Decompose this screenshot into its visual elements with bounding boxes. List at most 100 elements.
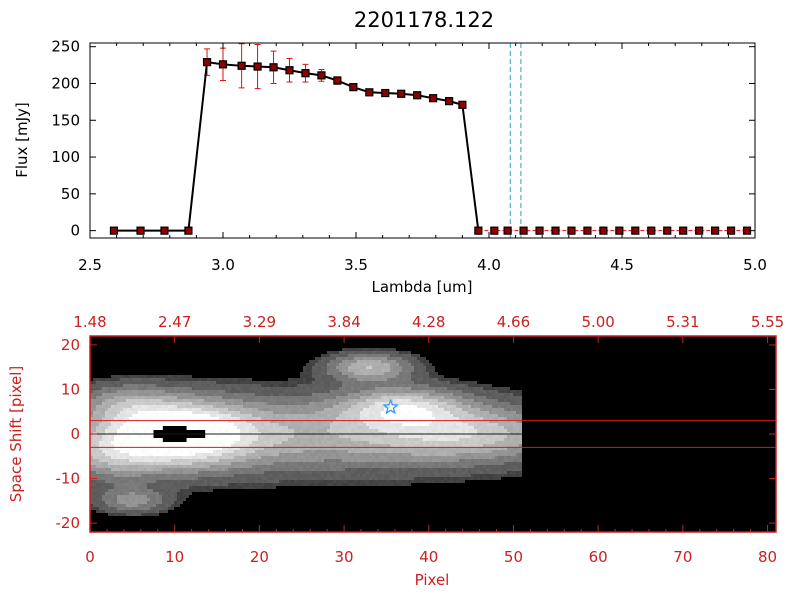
image-pixel xyxy=(393,429,396,432)
image-pixel xyxy=(366,381,369,384)
image-pixel xyxy=(474,447,477,450)
image-pixel xyxy=(489,441,492,444)
image-pixel xyxy=(288,402,291,405)
image-pixel xyxy=(492,459,495,462)
image-pixel xyxy=(285,435,288,438)
image-pixel xyxy=(165,462,168,465)
image-pixel xyxy=(417,438,420,441)
image-pixel xyxy=(339,354,342,357)
image-pixel xyxy=(129,438,132,441)
image-pixel xyxy=(108,390,111,393)
image-pixel xyxy=(480,387,483,390)
image-pixel xyxy=(198,444,201,447)
image-pixel xyxy=(276,393,279,396)
image-pixel xyxy=(90,441,93,444)
image-pixel xyxy=(378,459,381,462)
image-pixel xyxy=(273,468,276,471)
image-pixel xyxy=(330,426,333,429)
image-pixel xyxy=(165,411,168,414)
image-pixel xyxy=(399,396,402,399)
image-pixel xyxy=(459,387,462,390)
image-pixel xyxy=(474,429,477,432)
image-pixel xyxy=(168,459,171,462)
image-pixel xyxy=(207,390,210,393)
image-pixel xyxy=(162,408,165,411)
image-pixel xyxy=(471,390,474,393)
image-pixel xyxy=(303,423,306,426)
image-pixel xyxy=(384,396,387,399)
image-pixel xyxy=(450,447,453,450)
image-pixel xyxy=(447,447,450,450)
image-pixel xyxy=(273,465,276,468)
image-pixel xyxy=(384,363,387,366)
image-pixel xyxy=(105,465,108,468)
image-pixel xyxy=(450,384,453,387)
image-pixel xyxy=(435,465,438,468)
image-pixel xyxy=(435,384,438,387)
image-pixel xyxy=(141,384,144,387)
image-pixel xyxy=(180,378,183,381)
image-pixel xyxy=(156,390,159,393)
image-pixel xyxy=(414,423,417,426)
image-pixel xyxy=(381,369,384,372)
image-pixel xyxy=(144,450,147,453)
image-pixel xyxy=(285,402,288,405)
image-pixel xyxy=(381,390,384,393)
image-pixel xyxy=(273,447,276,450)
image-pixel xyxy=(120,423,123,426)
image-pixel xyxy=(270,447,273,450)
image-pixel xyxy=(243,393,246,396)
image-pixel xyxy=(216,438,219,441)
image-pixel xyxy=(195,387,198,390)
image-pixel xyxy=(462,459,465,462)
image-pixel xyxy=(228,384,231,387)
image-pixel xyxy=(300,390,303,393)
image-pixel xyxy=(231,381,234,384)
image-pixel xyxy=(483,468,486,471)
image-pixel xyxy=(417,453,420,456)
image-pixel xyxy=(339,360,342,363)
image-pixel xyxy=(264,462,267,465)
image-pixel xyxy=(507,399,510,402)
image-pixel xyxy=(501,408,504,411)
image-pixel xyxy=(363,408,366,411)
image-pixel xyxy=(453,426,456,429)
image-pixel xyxy=(252,402,255,405)
image-pixel xyxy=(480,420,483,423)
image-pixel xyxy=(312,399,315,402)
image-pixel xyxy=(108,408,111,411)
image-pixel xyxy=(495,468,498,471)
image-pixel xyxy=(291,447,294,450)
image-pixel xyxy=(342,378,345,381)
image-pixel xyxy=(120,462,123,465)
image-pixel xyxy=(135,441,138,444)
image-pixel xyxy=(189,411,192,414)
image-pixel xyxy=(141,375,144,378)
image-pixel xyxy=(318,408,321,411)
image-pixel xyxy=(243,378,246,381)
image-pixel xyxy=(483,390,486,393)
image-pixel xyxy=(342,372,345,375)
image-pixel xyxy=(516,447,519,450)
image-pixel xyxy=(507,447,510,450)
image-pixel xyxy=(147,426,150,429)
image-pixel xyxy=(483,465,486,468)
image-pixel xyxy=(234,423,237,426)
image-pixel xyxy=(222,426,225,429)
image-pixel xyxy=(450,399,453,402)
image-pixel xyxy=(195,396,198,399)
image-pixel xyxy=(402,435,405,438)
image-pixel xyxy=(252,453,255,456)
image-pixel xyxy=(159,408,162,411)
image-pixel xyxy=(342,348,345,351)
image-pixel xyxy=(465,417,468,420)
image-pixel xyxy=(306,396,309,399)
image-pixel xyxy=(432,381,435,384)
image-pixel xyxy=(183,462,186,465)
image-pixel xyxy=(150,411,153,414)
image-pixel xyxy=(99,438,102,441)
image-pixel xyxy=(399,450,402,453)
image-pixel xyxy=(207,384,210,387)
image-pixel xyxy=(351,450,354,453)
image-pixel xyxy=(414,366,417,369)
